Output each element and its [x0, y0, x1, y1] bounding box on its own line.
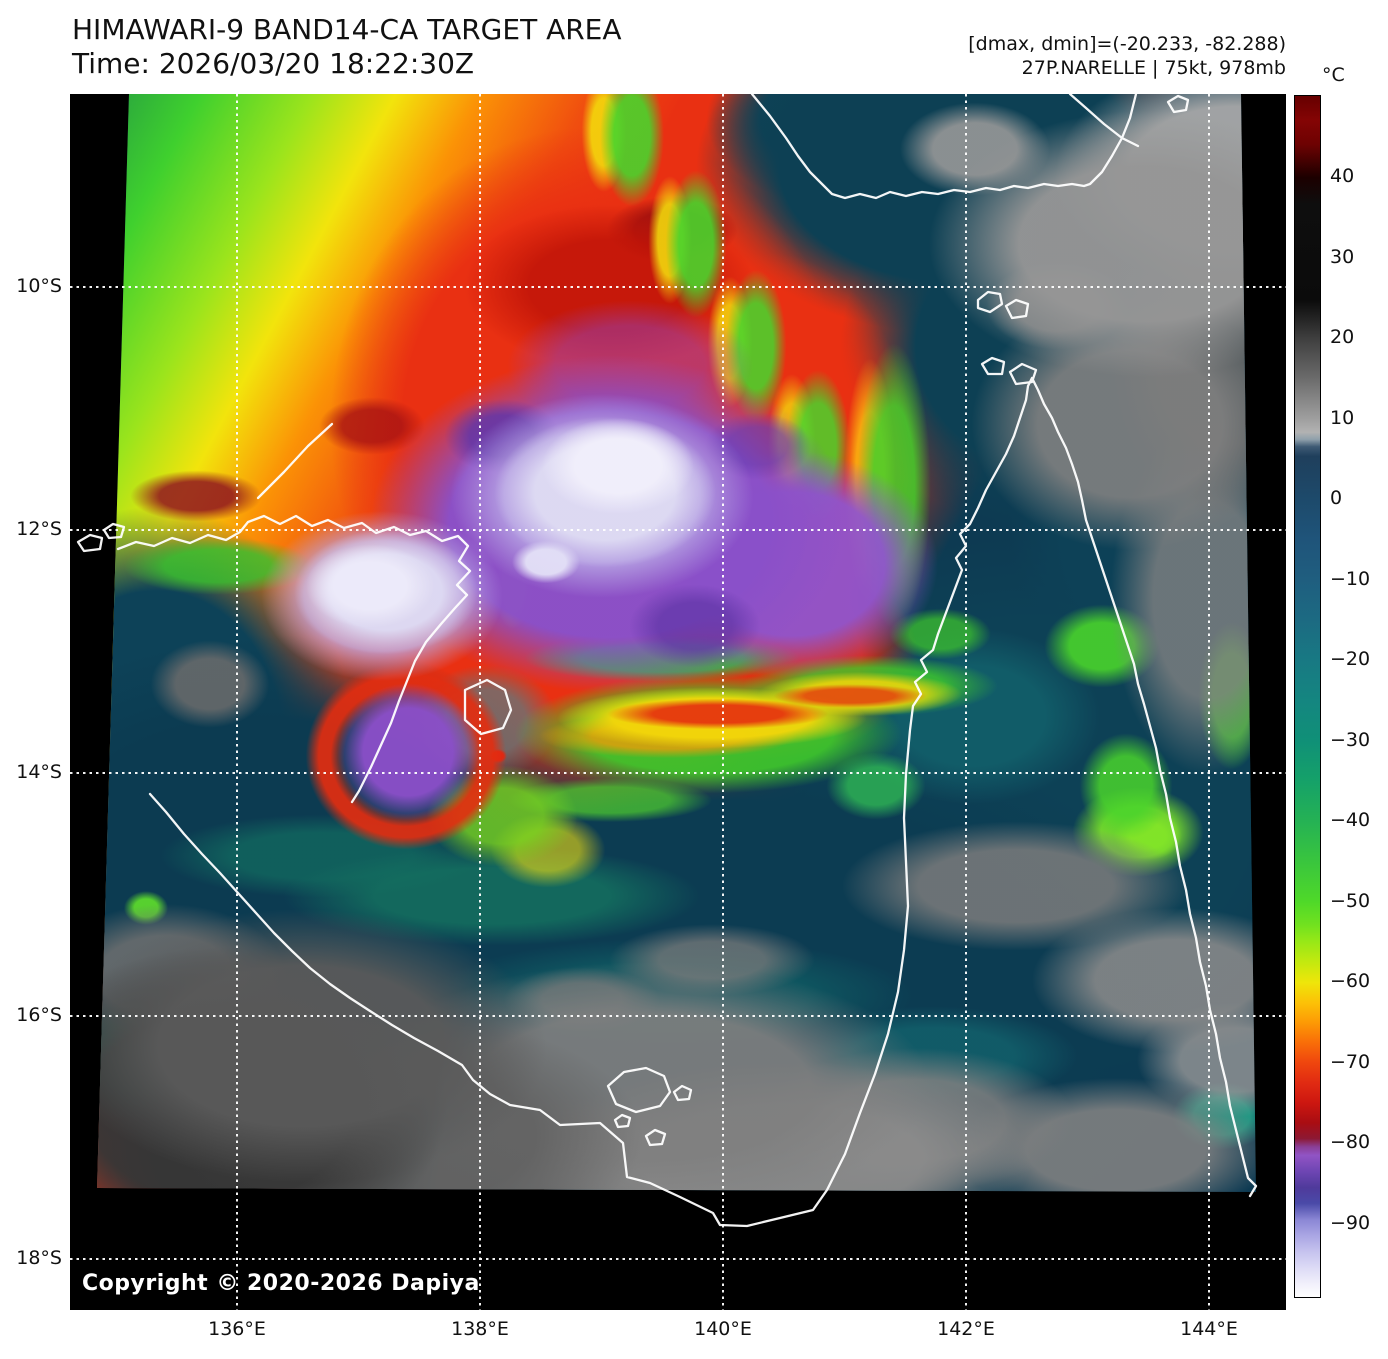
colorbar-tick-n70: −70 — [1330, 1051, 1371, 1073]
gridline-16s — [70, 1015, 1286, 1017]
lon-label-136e: 136°E — [208, 1318, 266, 1340]
gridline-140e — [722, 94, 724, 1310]
lon-label-142e: 142°E — [937, 1318, 995, 1340]
gridline-136e — [236, 94, 238, 1310]
colorbar-tick-n50: −50 — [1330, 890, 1371, 912]
satellite-swath — [97, 94, 1256, 1192]
islet-torres-1 — [976, 290, 1004, 314]
colorbar-tick-n90: −90 — [1330, 1212, 1371, 1234]
islet-gulf-3 — [613, 1113, 632, 1129]
gridline-138e — [479, 94, 481, 1310]
lon-label-140e: 140°E — [694, 1318, 752, 1340]
colorbar-tick-0: 0 — [1330, 487, 1343, 509]
lon-label-144e: 144°E — [1180, 1318, 1238, 1340]
island-nw-2 — [102, 522, 126, 540]
gridline-10s — [70, 286, 1286, 288]
colorbar-tick-20: 20 — [1330, 326, 1355, 348]
coastline-arnhem — [116, 514, 472, 804]
gridline-14s — [70, 772, 1286, 774]
lon-label-138e: 138°E — [451, 1318, 509, 1340]
coastlines-overlay — [76, 94, 1258, 1228]
timestamp-label: Time: 2026/03/20 18:22:30Z — [72, 47, 475, 80]
infrared-imagery — [97, 94, 1256, 1192]
colorbar-tick-n10: −10 — [1330, 568, 1371, 590]
colorbar-tick-n20: −20 — [1330, 648, 1371, 670]
lat-label-14s: 14°S — [16, 761, 62, 783]
temperature-colorbar — [1294, 95, 1321, 1298]
islet-torres-2 — [1004, 298, 1030, 320]
gridline-18s — [70, 1258, 1286, 1260]
dmax-dmin-annotation: [dmax, dmin]=(-20.233, -82.288) — [968, 33, 1286, 55]
coastline-png — [750, 94, 1138, 200]
map-plot: Copyright © 2020-2026 Dapiya — [70, 94, 1286, 1310]
islet-gulf-2 — [644, 1128, 667, 1147]
colorbar-tick-n60: −60 — [1330, 970, 1371, 992]
island-mornington — [606, 1066, 672, 1114]
gridline-142e — [965, 94, 967, 1310]
islet-gulf-1 — [672, 1084, 693, 1102]
page-title: HIMAWARI-9 BAND14-CA TARGET AREA — [72, 13, 622, 46]
colorbar-tick-30: 30 — [1330, 246, 1355, 268]
coastline-wessel-islands — [256, 422, 334, 500]
island-nw-1 — [76, 533, 104, 553]
colorbar-tick-n40: −40 — [1330, 809, 1371, 831]
lat-label-16s: 16°S — [16, 1004, 62, 1026]
storm-info-annotation: 27P.NARELLE | 75kt, 978mb — [1021, 57, 1286, 79]
island-groote — [463, 678, 513, 736]
islet-torres-4 — [1008, 362, 1038, 386]
coastline-png-islands — [1068, 94, 1140, 148]
coastline-gulf-capeyork — [148, 376, 1258, 1228]
colorbar-unit-label: °C — [1322, 64, 1345, 86]
colorbar-tick-n30: −30 — [1330, 729, 1371, 751]
islet-png — [1166, 94, 1190, 114]
colorbar-tick-40: 40 — [1330, 165, 1355, 187]
islet-torres-3 — [980, 356, 1006, 376]
gridline-12s — [70, 529, 1286, 531]
colorbar-tick-10: 10 — [1330, 407, 1355, 429]
colorbar-tick-n80: −80 — [1330, 1131, 1371, 1153]
copyright-watermark: Copyright © 2020-2026 Dapiya — [82, 1271, 480, 1296]
lat-label-12s: 12°S — [16, 518, 62, 540]
lat-label-18s: 18°S — [16, 1247, 62, 1269]
lat-label-10s: 10°S — [16, 275, 62, 297]
gridline-144e — [1208, 94, 1210, 1310]
